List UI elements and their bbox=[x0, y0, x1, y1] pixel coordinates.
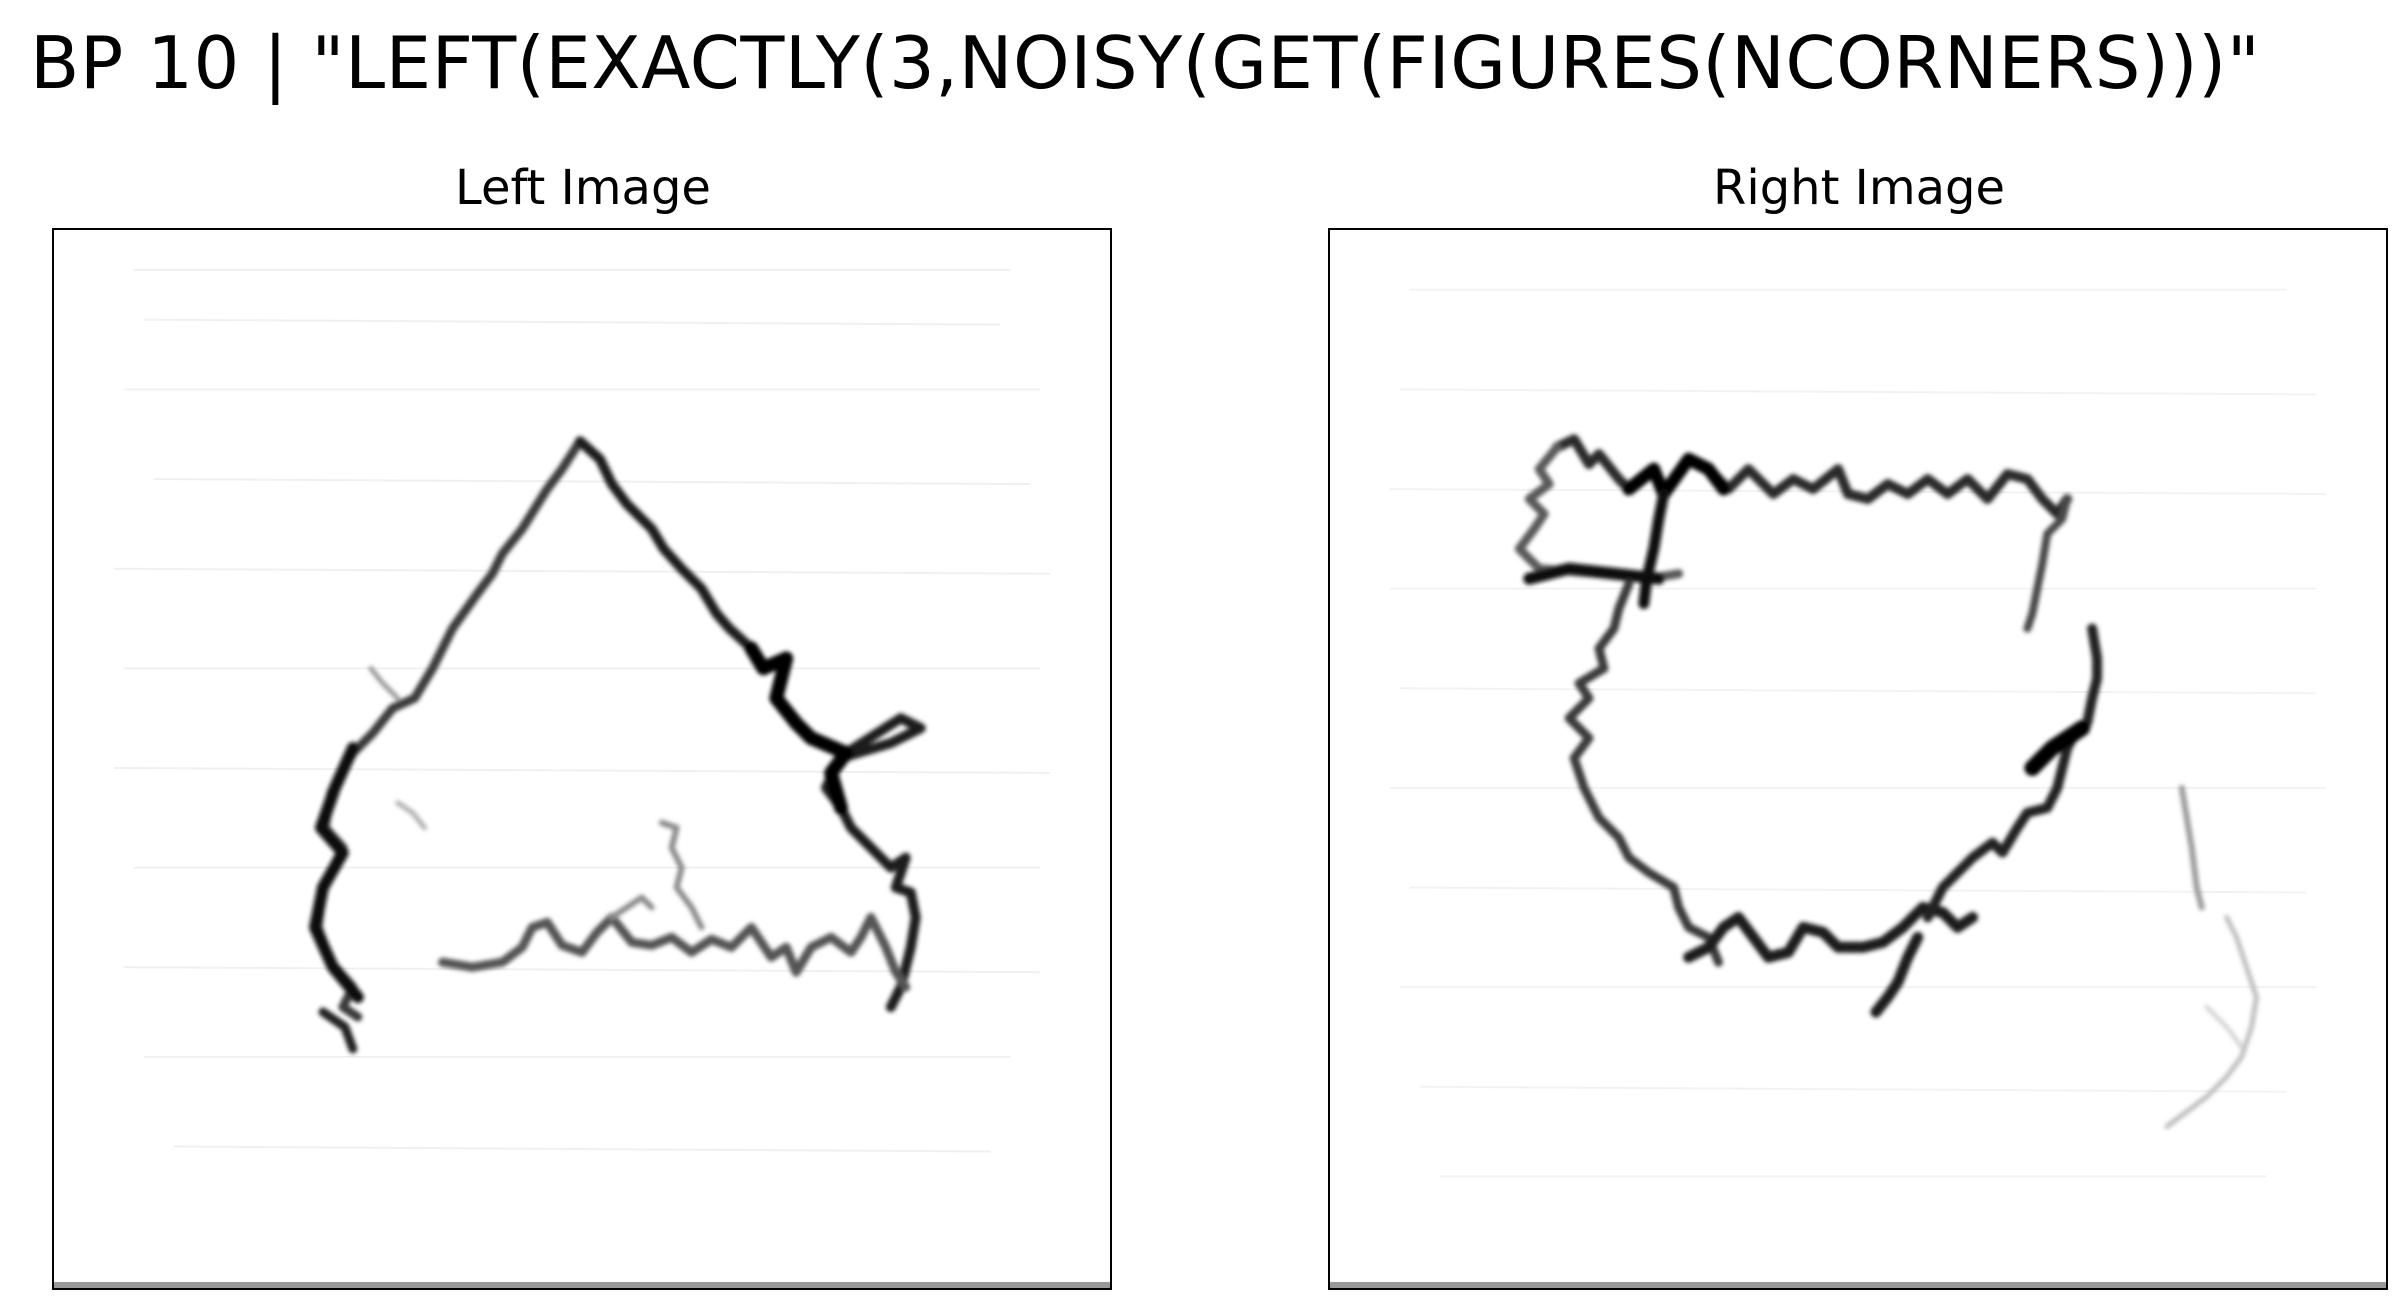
left-panel-title: Left Image bbox=[455, 160, 711, 216]
background-noise bbox=[1389, 288, 2327, 1178]
right-image-panel bbox=[1328, 228, 2388, 1290]
background-noise bbox=[113, 268, 1051, 1153]
right-panel-title: Right Image bbox=[1713, 160, 2005, 216]
figure-title: BP 10 | "LEFT(EXACTLY(3,NOISY(GET(FIGURE… bbox=[30, 21, 2261, 105]
left-image-panel bbox=[52, 228, 1112, 1290]
quadrilateral-outline bbox=[1514, 434, 2259, 1130]
triangle-outline bbox=[309, 436, 926, 1054]
right-image-canvas bbox=[1389, 288, 2327, 1178]
left-image-canvas bbox=[113, 268, 1051, 1153]
